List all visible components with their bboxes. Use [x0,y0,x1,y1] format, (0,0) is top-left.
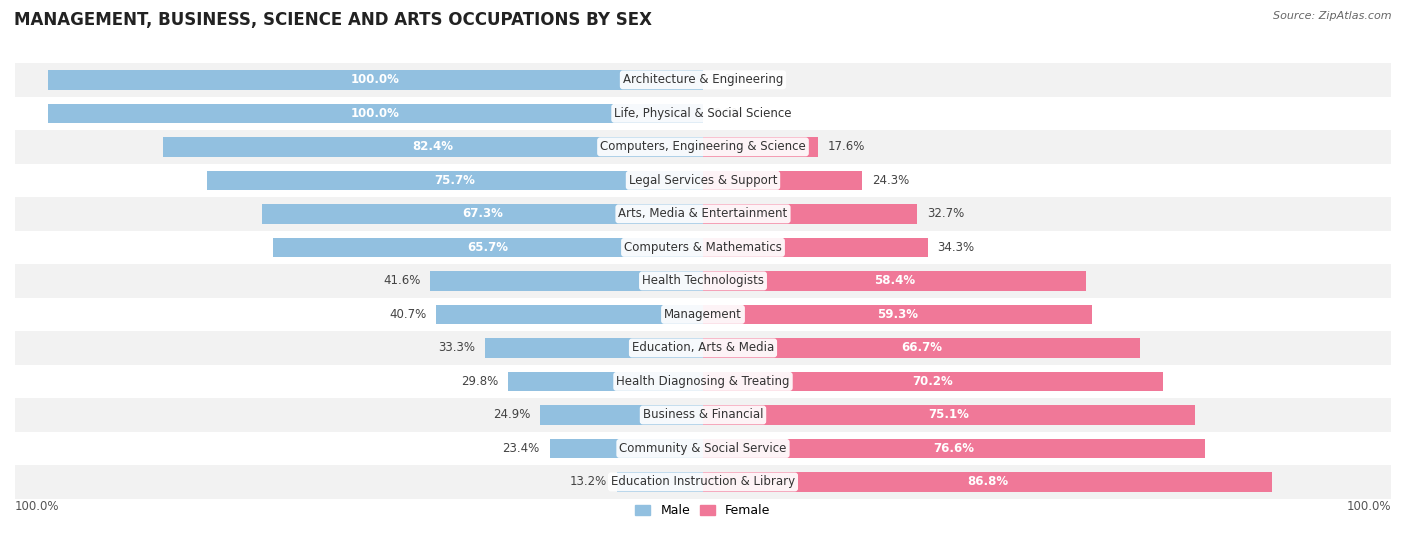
Text: Health Diagnosing & Treating: Health Diagnosing & Treating [616,375,790,388]
Text: Education Instruction & Library: Education Instruction & Library [612,476,794,489]
Bar [15,197,1391,231]
Text: 100.0%: 100.0% [1347,500,1391,513]
Bar [15,164,1391,197]
Text: 13.2%: 13.2% [569,476,606,489]
Bar [703,338,1140,358]
Bar [15,63,1391,97]
Text: 100.0%: 100.0% [352,73,399,86]
Text: Management: Management [664,308,742,321]
Text: 33.3%: 33.3% [439,342,475,354]
Text: Computers, Engineering & Science: Computers, Engineering & Science [600,140,806,153]
Text: 59.3%: 59.3% [877,308,918,321]
Bar [15,465,1391,499]
Text: 0.0%: 0.0% [713,73,742,86]
Legend: Male, Female: Male, Female [630,499,776,522]
Bar [703,305,1091,324]
Bar [703,439,1205,458]
Text: Arts, Media & Entertainment: Arts, Media & Entertainment [619,207,787,220]
Bar [430,271,703,291]
Bar [703,170,862,190]
Bar [703,372,1163,391]
Text: 17.6%: 17.6% [828,140,866,153]
Text: 41.6%: 41.6% [384,274,420,287]
Text: Source: ZipAtlas.com: Source: ZipAtlas.com [1274,11,1392,21]
Bar [273,238,703,257]
Bar [15,231,1391,264]
Text: Life, Physical & Social Science: Life, Physical & Social Science [614,107,792,120]
Bar [508,372,703,391]
Text: 34.3%: 34.3% [938,241,974,254]
Text: Education, Arts & Media: Education, Arts & Media [631,342,775,354]
Text: 24.3%: 24.3% [872,174,910,187]
Bar [48,70,703,89]
Bar [15,264,1391,297]
Text: 32.7%: 32.7% [927,207,965,220]
Text: 24.9%: 24.9% [492,409,530,421]
Bar [15,130,1391,164]
Text: 75.1%: 75.1% [928,409,970,421]
Text: 100.0%: 100.0% [352,107,399,120]
Bar [15,364,1391,398]
Text: 23.4%: 23.4% [502,442,540,455]
Text: MANAGEMENT, BUSINESS, SCIENCE AND ARTS OCCUPATIONS BY SEX: MANAGEMENT, BUSINESS, SCIENCE AND ARTS O… [14,11,652,29]
Bar [48,103,703,123]
Text: Business & Financial: Business & Financial [643,409,763,421]
Text: 70.2%: 70.2% [912,375,953,388]
Bar [15,97,1391,130]
Bar [15,297,1391,331]
Text: 75.7%: 75.7% [434,174,475,187]
Text: 58.4%: 58.4% [873,274,915,287]
Bar [485,338,703,358]
Bar [15,432,1391,465]
Text: 86.8%: 86.8% [967,476,1008,489]
Bar [703,472,1272,492]
Text: 67.3%: 67.3% [463,207,503,220]
Text: Architecture & Engineering: Architecture & Engineering [623,73,783,86]
Bar [703,238,928,257]
Bar [15,331,1391,364]
Bar [616,472,703,492]
Bar [703,204,917,224]
Text: Community & Social Service: Community & Social Service [619,442,787,455]
Bar [703,137,818,157]
Text: Legal Services & Support: Legal Services & Support [628,174,778,187]
Bar [703,271,1085,291]
Text: 82.4%: 82.4% [412,140,454,153]
Bar [436,305,703,324]
Text: 65.7%: 65.7% [467,241,508,254]
Text: Health Technologists: Health Technologists [643,274,763,287]
Text: 29.8%: 29.8% [461,375,498,388]
Text: 100.0%: 100.0% [15,500,59,513]
Text: Computers & Mathematics: Computers & Mathematics [624,241,782,254]
Bar [262,204,703,224]
Bar [540,405,703,425]
Bar [207,170,703,190]
Text: 76.6%: 76.6% [934,442,974,455]
Text: 40.7%: 40.7% [389,308,426,321]
Text: 66.7%: 66.7% [901,342,942,354]
Bar [15,398,1391,432]
Text: 0.0%: 0.0% [713,107,742,120]
Bar [550,439,703,458]
Bar [703,405,1195,425]
Bar [163,137,703,157]
